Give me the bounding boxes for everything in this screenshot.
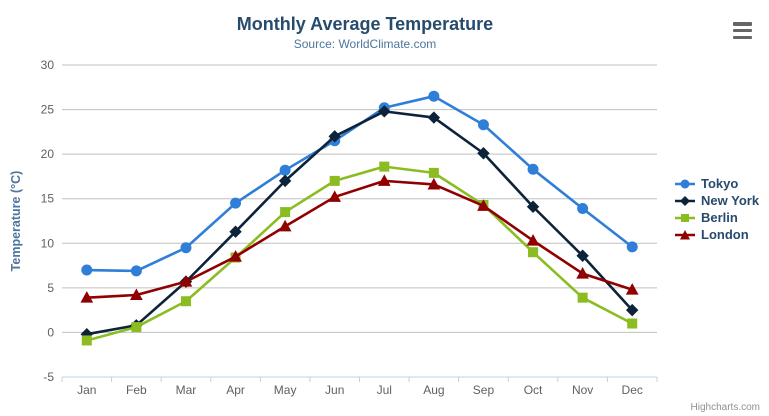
legend-item-berlin[interactable]: Berlin — [674, 209, 759, 226]
data-point-triangle-marker[interactable] — [477, 199, 490, 211]
legend-item-new-york[interactable]: New York — [674, 192, 759, 209]
legend-item-london[interactable]: London — [674, 226, 759, 243]
data-point-square-marker[interactable] — [81, 335, 92, 346]
data-point-circle-marker[interactable] — [180, 242, 192, 254]
data-point-circle-marker[interactable] — [230, 197, 242, 209]
x-axis-label: Oct — [524, 383, 543, 397]
legend-triangle-symbol — [675, 229, 695, 239]
data-point-diamond-marker[interactable] — [477, 147, 490, 160]
hamburger-icon — [733, 22, 752, 26]
data-point-circle-marker[interactable] — [130, 265, 142, 277]
data-point-triangle-marker[interactable] — [427, 177, 441, 190]
y-axis-tick-label: 20 — [41, 147, 55, 161]
data-point-circle-marker[interactable] — [626, 241, 638, 253]
x-axis-label: Aug — [423, 383, 444, 397]
data-point-diamond-marker[interactable] — [229, 225, 242, 238]
data-point-triangle-marker[interactable] — [377, 174, 391, 186]
data-point-triangle-marker[interactable] — [526, 234, 540, 246]
legend-circle-symbol — [675, 179, 695, 188]
x-axis-label: Sep — [473, 383, 495, 397]
legend-item-tokyo[interactable]: Tokyo — [674, 175, 759, 192]
legend-label: New York — [701, 193, 760, 208]
data-point-triangle-marker[interactable] — [179, 275, 193, 287]
data-point-square-marker[interactable] — [428, 167, 439, 178]
data-point-square-marker[interactable] — [379, 161, 390, 172]
data-point-square-marker[interactable] — [329, 175, 340, 186]
y-axis-tick-label: 10 — [41, 236, 55, 250]
series-line-new-york — [85, 110, 634, 336]
x-axis-label: Apr — [226, 383, 245, 397]
legend-square-symbol — [675, 213, 695, 222]
x-axis-label: Nov — [572, 383, 593, 397]
data-point-square-marker[interactable] — [577, 292, 588, 303]
data-point-circle-marker[interactable] — [428, 90, 440, 102]
legend-diamond-symbol — [675, 195, 695, 206]
data-point-triangle-marker[interactable] — [625, 283, 639, 295]
data-point-circle-marker[interactable] — [279, 164, 291, 176]
data-point-square-marker[interactable] — [280, 207, 291, 218]
y-axis-tick-label: 15 — [41, 192, 55, 206]
data-point-diamond-marker[interactable] — [427, 111, 441, 124]
data-point-square-marker[interactable] — [131, 322, 142, 333]
y-axis-tick-label: 30 — [41, 58, 55, 72]
x-axis-label: May — [274, 383, 297, 397]
data-point-diamond-marker[interactable] — [526, 200, 540, 213]
credits-link[interactable]: Highcharts.com — [690, 402, 760, 413]
legend-label: London — [701, 227, 749, 242]
y-axis-tick-label: 5 — [47, 281, 54, 295]
x-axis-label: Feb — [126, 383, 147, 397]
data-point-triangle-marker[interactable] — [130, 288, 143, 300]
data-point-circle-marker[interactable] — [577, 203, 589, 215]
chart-title: Monthly Average Temperature — [236, 14, 494, 34]
data-point-diamond-marker[interactable] — [378, 105, 391, 118]
y-axis-tick-label: -5 — [43, 370, 54, 384]
legend-label: Tokyo — [701, 176, 739, 191]
x-axis-label: Jan — [77, 383, 96, 397]
data-point-triangle-marker[interactable] — [278, 219, 292, 232]
data-point-square-marker[interactable] — [627, 318, 638, 329]
data-point-square-marker[interactable] — [180, 296, 191, 307]
data-point-triangle-marker[interactable] — [328, 190, 342, 202]
data-point-diamond-marker[interactable] — [626, 303, 639, 317]
series-line-london — [85, 179, 634, 299]
data-point-circle-marker[interactable] — [527, 163, 539, 175]
legend-label: Berlin — [701, 210, 738, 225]
data-point-circle-marker[interactable] — [81, 264, 93, 276]
chart-subtitle: Source: WorldClimate.com — [293, 37, 437, 51]
x-axis-label: Jun — [325, 383, 344, 397]
x-axis-label: Mar — [176, 383, 197, 397]
data-point-square-marker[interactable] — [528, 247, 539, 258]
data-point-triangle-marker[interactable] — [80, 291, 94, 303]
y-axis-tick-label: 25 — [41, 103, 55, 117]
y-axis-tick-label: 0 — [47, 325, 54, 339]
data-point-circle-marker[interactable] — [477, 119, 489, 131]
data-point-triangle-marker[interactable] — [229, 250, 242, 262]
data-point-diamond-marker[interactable] — [278, 174, 292, 188]
data-point-triangle-marker[interactable] — [576, 267, 589, 279]
data-point-diamond-marker[interactable] — [328, 130, 341, 143]
series-line-berlin — [85, 165, 634, 342]
x-axis-label: Jul — [377, 383, 392, 397]
data-point-diamond-marker[interactable] — [576, 249, 589, 262]
context-menu-button[interactable] — [732, 21, 753, 40]
x-axis-label: Dec — [622, 383, 643, 397]
legend: Tokyo New York Berlin London — [674, 175, 759, 243]
